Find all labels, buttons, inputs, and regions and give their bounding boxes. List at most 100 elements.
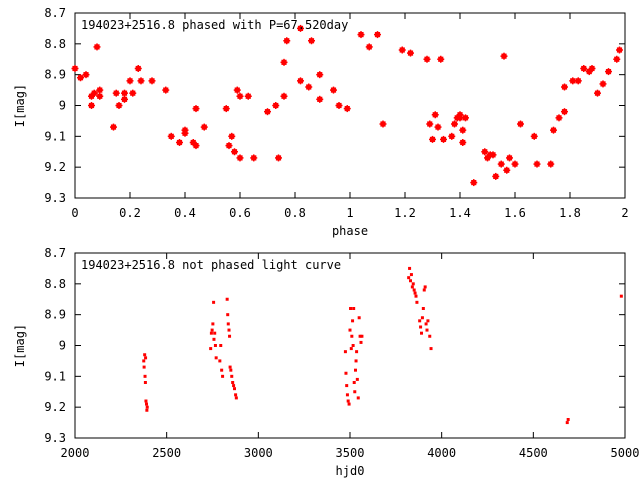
data-point [407,49,414,57]
data-point [379,120,387,128]
data-point [547,160,555,168]
data-point [143,374,147,378]
data-point [410,285,414,289]
data-point [481,148,489,156]
data-point [305,83,313,91]
data-point [213,344,217,347]
data-point [330,86,337,94]
data-point [511,160,519,168]
data-point [409,273,413,277]
data-point [530,132,538,140]
data-point [500,52,508,60]
x-tick-label: 0.4 [174,206,196,220]
data-point [517,120,524,128]
data-point [365,43,373,51]
data-point [176,139,183,146]
data-point [415,300,419,304]
data-point [420,331,423,335]
data-point [412,288,416,292]
x-axis-ticks: 2000 2500 3000 3500 4000 4500 5000 [61,253,640,460]
data-point [143,353,147,357]
data-point [421,307,425,310]
x-tick-label: 4500 [519,446,548,460]
data-point [462,114,469,122]
data-point [354,359,358,363]
data-point [374,31,381,39]
x-tick-label: 4000 [427,446,456,460]
x-tick-label: 3000 [244,446,273,460]
data-point [426,319,430,323]
data-point [350,334,354,338]
x-tick-label: 2500 [152,446,181,460]
data-point [448,132,456,140]
data-point [220,368,224,372]
data-point [209,347,213,351]
data-point [71,65,79,72]
data-point [420,316,424,320]
data-point [619,294,623,298]
data-point [424,322,428,326]
data-point [561,83,568,91]
x-tick-label: 1.4 [449,206,471,220]
data-point [355,350,359,354]
data-point [145,408,149,412]
data-point [347,402,351,406]
data-point [214,356,218,360]
data-point [228,132,236,140]
data-point [422,288,426,292]
data-point [212,300,216,304]
data-point [142,359,146,363]
y-tick-label: 8.9 [44,68,66,82]
data-point [550,126,557,134]
data-point [167,132,175,140]
data-point [359,340,363,344]
data-point [360,334,364,338]
x-tick-label: 3500 [336,446,365,460]
data-point [82,71,90,79]
y-axis-ticks: 8.7 8.8 8.9 9 9.1 9.2 9.3 [44,6,625,205]
unphased-light-curve-panel: 2000 2500 3000 3500 4000 4500 5000 8.7 8.8 8.9 9 9… [13,246,639,478]
data-point [456,111,464,119]
y-tick-label: 9.1 [44,129,66,143]
data-points [71,24,623,187]
data-point [93,43,101,51]
x-tick-label: 1.2 [394,206,416,220]
data-point [346,399,350,403]
data-point [134,65,142,72]
data-point [419,325,423,329]
y-tick-label: 8.7 [44,6,66,20]
y-tick-label: 9.3 [44,191,66,205]
data-point [316,71,324,79]
data-point [408,266,412,270]
data-point [613,55,621,63]
x-tick-label: 0.8 [284,206,306,220]
data-point [459,126,467,134]
data-point [112,89,120,97]
data-point [352,381,356,384]
y-tick-label: 8.8 [44,37,66,51]
data-point [492,172,500,180]
x-tick-label: 5000 [611,446,640,460]
data-point [506,154,513,162]
data-point [429,347,433,351]
data-point [423,285,427,289]
data-point [228,334,232,338]
data-point [344,371,348,375]
data-point [222,105,230,113]
data-point [349,347,353,351]
data-point [236,154,244,162]
data-point [352,307,356,310]
data-point [345,384,349,388]
data-point [110,123,117,131]
data-point [440,135,447,143]
data-point [234,393,238,397]
data-point [594,89,601,97]
data-point [226,322,230,326]
data-point [88,102,95,109]
data-point [234,396,238,400]
y-tick-label: 9.1 [44,369,66,383]
y-tick-label: 9.2 [44,400,66,414]
data-point [423,55,431,63]
data-point [357,31,365,39]
data-point [96,92,104,100]
